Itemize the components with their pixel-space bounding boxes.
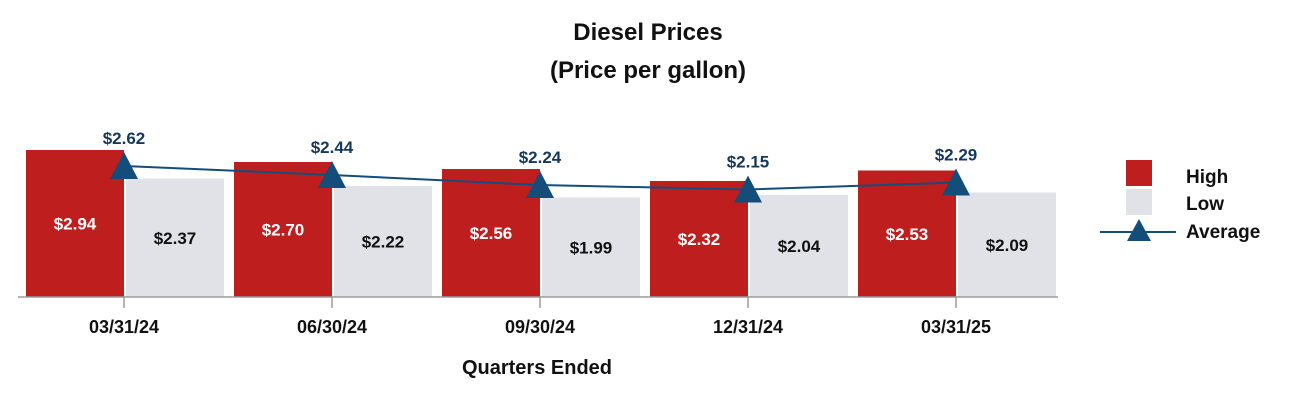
data-label-high: $2.56 (470, 224, 513, 243)
legend-swatch-low (1126, 189, 1152, 215)
average-marker (942, 168, 970, 196)
average-marker (526, 171, 554, 198)
average-marker (110, 152, 138, 179)
bar-high (650, 181, 748, 297)
bar-high (26, 150, 124, 297)
average-data-label: $2.29 (935, 146, 978, 165)
bar-high (234, 162, 332, 297)
x-axis-label: Quarters Ended (462, 357, 612, 379)
data-label-low: $2.09 (986, 236, 1029, 255)
data-label-low: $2.04 (778, 237, 821, 256)
bar-low (750, 195, 848, 297)
x-tick-label: 12/31/24 (713, 317, 783, 337)
bar-low (126, 178, 224, 297)
legend-label-high: High (1186, 167, 1228, 188)
chart-subtitle: (Price per gallon) (550, 57, 746, 84)
average-marker (318, 161, 346, 188)
legend: High Low Average (1100, 160, 1260, 243)
data-label-low: $1.99 (570, 238, 613, 257)
data-label-low: $2.22 (362, 233, 405, 252)
average-data-label: $2.44 (311, 138, 354, 157)
data-label-low: $2.37 (154, 229, 197, 248)
bar-low (334, 186, 432, 297)
average-data-label: $2.15 (727, 153, 770, 172)
x-tick-label: 03/31/25 (921, 317, 991, 337)
data-label-high: $2.70 (262, 221, 305, 240)
legend-marker-average-icon (1127, 219, 1151, 241)
bar-low (542, 197, 640, 297)
data-label-high: $2.94 (54, 215, 97, 234)
x-tick-label: 03/31/24 (89, 317, 159, 337)
x-tick-label: 06/30/24 (297, 317, 367, 337)
bar-high (858, 170, 956, 297)
legend-label-average: Average (1186, 222, 1260, 243)
legend-swatch-high (1126, 160, 1152, 186)
bar-high (442, 169, 540, 297)
average-data-label: $2.24 (519, 148, 562, 167)
x-tick-label: 09/30/24 (505, 317, 575, 337)
chart-title: Diesel Prices (573, 19, 722, 46)
average-marker (734, 175, 762, 203)
data-label-high: $2.53 (886, 225, 929, 244)
legend-label-low: Low (1186, 194, 1224, 215)
bar-low (958, 192, 1056, 297)
average-data-label: $2.62 (103, 129, 146, 148)
plot-area: $2.94 $2.37 03/31/24 $2.70 $2.22 06/30/24 $2.5… (26, 129, 1056, 337)
data-label-high: $2.32 (678, 230, 721, 249)
